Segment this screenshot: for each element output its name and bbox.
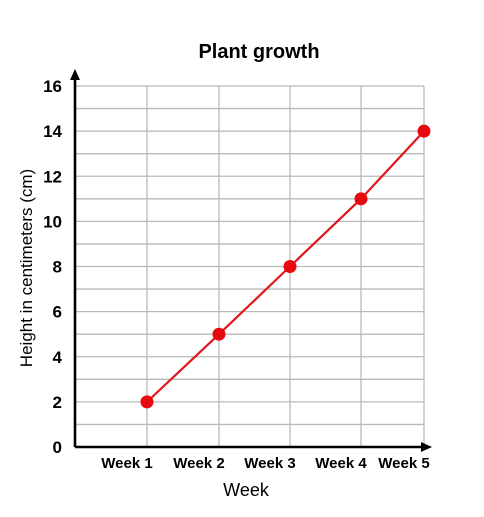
tick-labels: 0 2 4 6 8 10 12 14 16 Week 1 Week 2 Week 3 Week 4 Wee… bbox=[43, 77, 430, 472]
y-tick-label: 6 bbox=[53, 303, 62, 322]
x-tick-label: Week 1 bbox=[101, 455, 152, 472]
y-tick-label: 8 bbox=[53, 258, 62, 277]
data-point bbox=[283, 260, 297, 273]
y-tick-label: 2 bbox=[53, 393, 62, 412]
axes bbox=[70, 69, 432, 452]
x-tick-label: Week 2 bbox=[173, 455, 224, 472]
x-axis-arrow bbox=[421, 442, 432, 452]
chart-title: Plant growth bbox=[198, 41, 319, 63]
y-tick-label: 0 bbox=[53, 438, 62, 457]
y-axis-label: Height in centimeters (cm) bbox=[17, 169, 36, 367]
data-point bbox=[140, 395, 154, 409]
data-point bbox=[417, 124, 431, 138]
x-axis-label: Week bbox=[223, 480, 270, 500]
x-tick-label: Week 3 bbox=[244, 455, 295, 472]
data-series bbox=[140, 124, 431, 409]
y-axis-arrow bbox=[70, 69, 80, 80]
x-tick-label: Week 5 bbox=[378, 455, 429, 472]
y-tick-label: 12 bbox=[43, 167, 62, 186]
y-tick-label: 14 bbox=[43, 122, 62, 141]
x-tick-label: Week 4 bbox=[315, 455, 367, 472]
y-tick-label: 16 bbox=[43, 77, 62, 96]
data-point bbox=[354, 192, 368, 206]
y-tick-label: 10 bbox=[43, 212, 62, 231]
grid-lines bbox=[75, 85, 425, 447]
data-point bbox=[212, 327, 226, 341]
y-tick-label: 4 bbox=[53, 348, 63, 367]
